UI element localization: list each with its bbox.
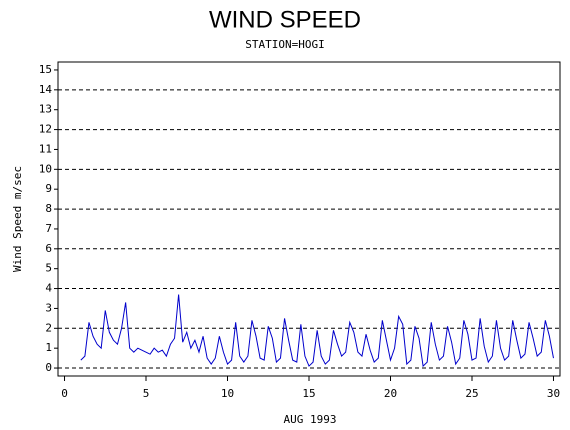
x-tick-label: 25	[465, 387, 478, 400]
plot-frame	[57, 61, 561, 377]
x-tick-label: 20	[384, 387, 397, 400]
x-tick-label: 30	[547, 387, 560, 400]
y-tick-label: 11	[39, 142, 52, 155]
y-tick-label: 15	[39, 63, 52, 76]
y-tick-label: 8	[45, 202, 52, 215]
y-tick-label: 13	[39, 103, 52, 116]
y-tick-label: 5	[45, 262, 52, 275]
y-tick-label: 2	[45, 321, 52, 334]
y-axis-label: Wind Speed m/sec	[11, 166, 24, 272]
y-tick-label: 7	[45, 222, 52, 235]
y-tick-label: 10	[39, 162, 52, 175]
x-tick-label: 15	[302, 387, 315, 400]
y-tick-label: 9	[45, 182, 52, 195]
chart-subtitle: STATION=HOGI	[245, 38, 324, 51]
y-tick-label: 6	[45, 242, 52, 255]
data-line	[80, 294, 554, 368]
x-tick-label: 10	[221, 387, 234, 400]
y-tick-label: 3	[45, 301, 52, 314]
x-tick-label: 0	[61, 387, 68, 400]
y-tick-label: 14	[39, 83, 53, 96]
y-tick-label: 1	[45, 341, 52, 354]
x-axis-label: AUG 1993	[284, 413, 337, 426]
x-tick-label: 5	[143, 387, 150, 400]
y-tick-label: 12	[39, 123, 52, 136]
chart-title: WIND SPEED	[209, 6, 361, 33]
y-tick-label: 0	[45, 361, 52, 374]
y-tick-label: 4	[45, 282, 52, 295]
